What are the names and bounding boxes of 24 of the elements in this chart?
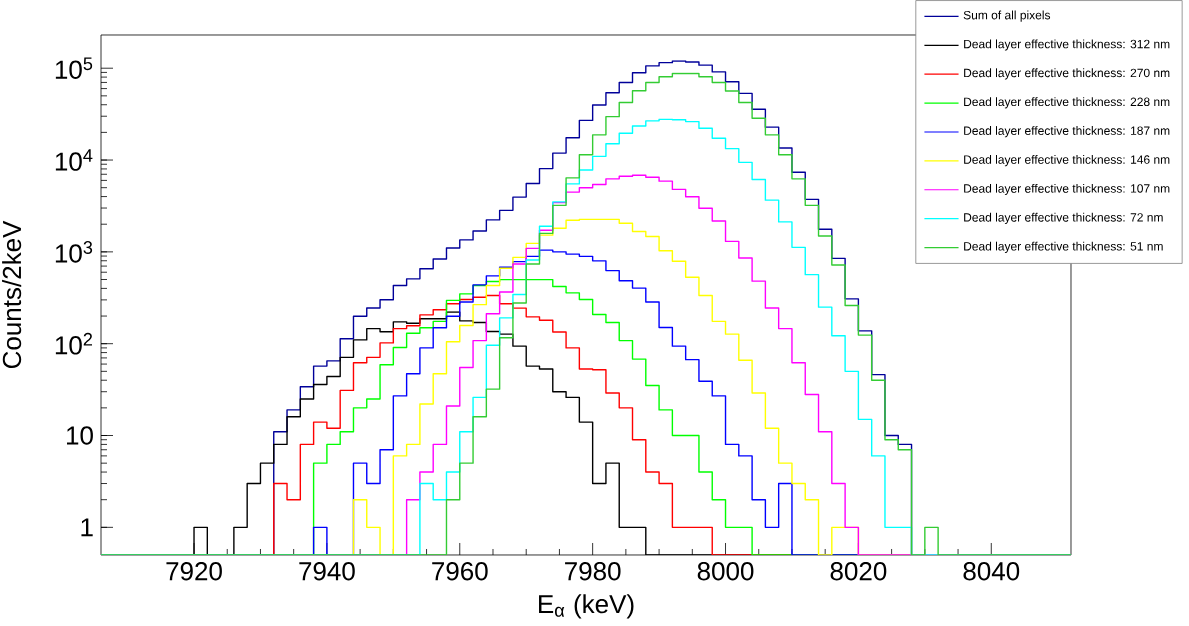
legend-label: Dead layer effective thickness: 187 nm <box>964 126 1170 138</box>
y-tick-label: 10 <box>67 426 93 445</box>
x-tick-label: 7980 <box>565 562 621 581</box>
legend-label: Dead layer effective thickness: 146 nm <box>964 155 1170 167</box>
x-tick-label: 7920 <box>166 562 222 581</box>
legend-label: Sum of all pixels <box>963 10 1051 22</box>
x-tick-label: 7940 <box>299 562 355 581</box>
x-tick-label: 8020 <box>830 562 887 581</box>
legend-label: Dead layer effective thickness: 72 nm <box>964 212 1163 224</box>
y-axis-title: Counts/2keV <box>2 220 22 369</box>
y-tick-label: 10$^{2}$ <box>55 332 93 355</box>
x-tick-label: 8040 <box>963 562 1020 581</box>
legend-label: Dead layer effective thickness: 228 nm <box>964 97 1170 109</box>
legend-label: Dead layer effective thickness: 312 nm <box>964 39 1170 51</box>
x-tick-label: 8000 <box>697 562 754 581</box>
legend-label: Dead layer effective thickness: 107 nm <box>964 183 1170 196</box>
legend-label: Dead layer effective thickness: 51 nm <box>964 241 1163 253</box>
y-tick-label: 10$^{5}$ <box>55 57 93 79</box>
x-tick-label: 7960 <box>432 562 488 581</box>
y-tick-label: 1 <box>81 518 93 537</box>
y-tick-label: 10$^{3}$ <box>55 241 93 263</box>
legend-label: Dead layer effective thickness: 270 nm <box>964 68 1170 80</box>
x-axis-title: E$_{α}$ (keV) <box>539 594 634 619</box>
y-tick-label: 10$^{4}$ <box>55 149 93 171</box>
